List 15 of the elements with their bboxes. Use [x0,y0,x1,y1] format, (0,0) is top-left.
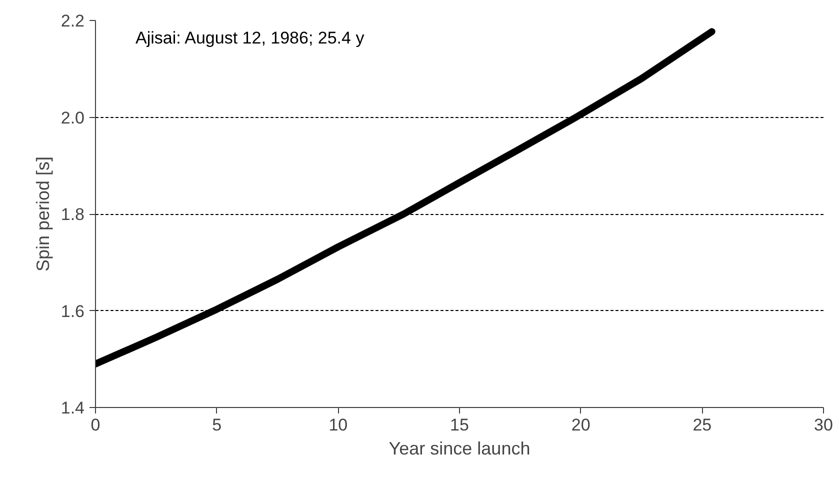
y-tick-label: 1.4 [60,398,85,418]
x-tick-label: 5 [212,416,222,434]
x-tick-label: 25 [692,416,712,434]
x-tick-label: 20 [571,416,590,434]
x-tick-label: 0 [90,416,100,434]
x-axis-title: Year since launch [388,438,530,458]
y-axis-title: Spin period [s] [32,156,53,272]
y-tick-label: 1.6 [60,302,85,321]
x-tick-label: 30 [814,416,833,434]
x-tick-label: 15 [450,416,469,434]
y-tick-label: 2.0 [60,108,85,128]
x-tick-label: 10 [328,416,348,434]
y-tick-label: 1.8 [60,205,85,224]
y-tick-label: 2.2 [60,12,85,30]
annotation: Ajisai: August 12, 1986; 25.4 y [136,28,365,48]
